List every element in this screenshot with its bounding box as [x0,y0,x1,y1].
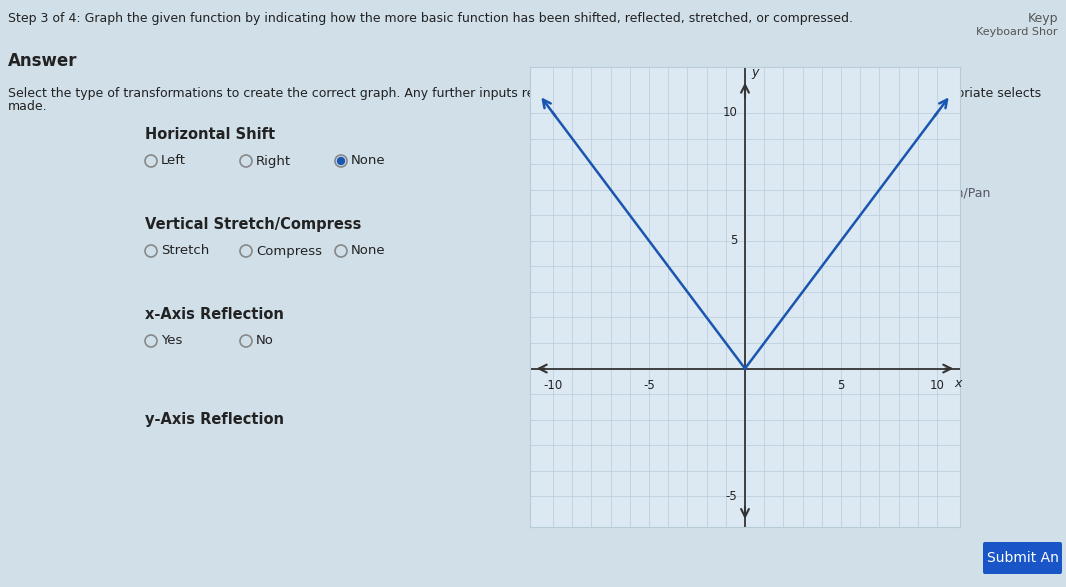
Text: None: None [351,245,386,258]
Text: Right: Right [256,154,291,167]
Text: None: None [351,154,386,167]
Text: 10: 10 [723,106,738,120]
Text: x-Axis Reflection: x-Axis Reflection [145,307,284,322]
Text: Vertical Stretch/Compress: Vertical Stretch/Compress [145,217,361,232]
Text: Submit An: Submit An [986,551,1059,565]
Text: Select the type of transformations to create the correct graph. Any further inpu: Select the type of transformations to cr… [9,87,1041,100]
Text: -5: -5 [726,490,738,503]
Text: -5: -5 [643,379,655,392]
Text: y-Axis Reflection: y-Axis Reflection [145,412,284,427]
Text: Compress: Compress [256,245,322,258]
Text: y: y [750,66,758,79]
Text: Stretch: Stretch [161,245,209,258]
Text: Keyp: Keyp [1028,12,1057,25]
Text: 5: 5 [837,379,844,392]
Text: Enable Zoom/Pan: Enable Zoom/Pan [881,187,990,200]
Text: -10: -10 [544,379,563,392]
Text: x: x [954,377,962,390]
Text: Horizontal Shift: Horizontal Shift [145,127,275,142]
Text: 5: 5 [730,234,738,247]
Text: Step 3 of 4: Graph the given function by indicating how the more basic function : Step 3 of 4: Graph the given function by… [9,12,853,25]
Text: Yes: Yes [161,335,182,348]
Text: Keyboard Shor: Keyboard Shor [976,27,1057,37]
Text: made.: made. [9,100,48,113]
Text: Left: Left [161,154,185,167]
FancyBboxPatch shape [983,542,1062,574]
Text: No: No [256,335,274,348]
Text: 10: 10 [930,379,944,392]
Text: Answer: Answer [9,52,78,70]
Circle shape [338,157,344,164]
